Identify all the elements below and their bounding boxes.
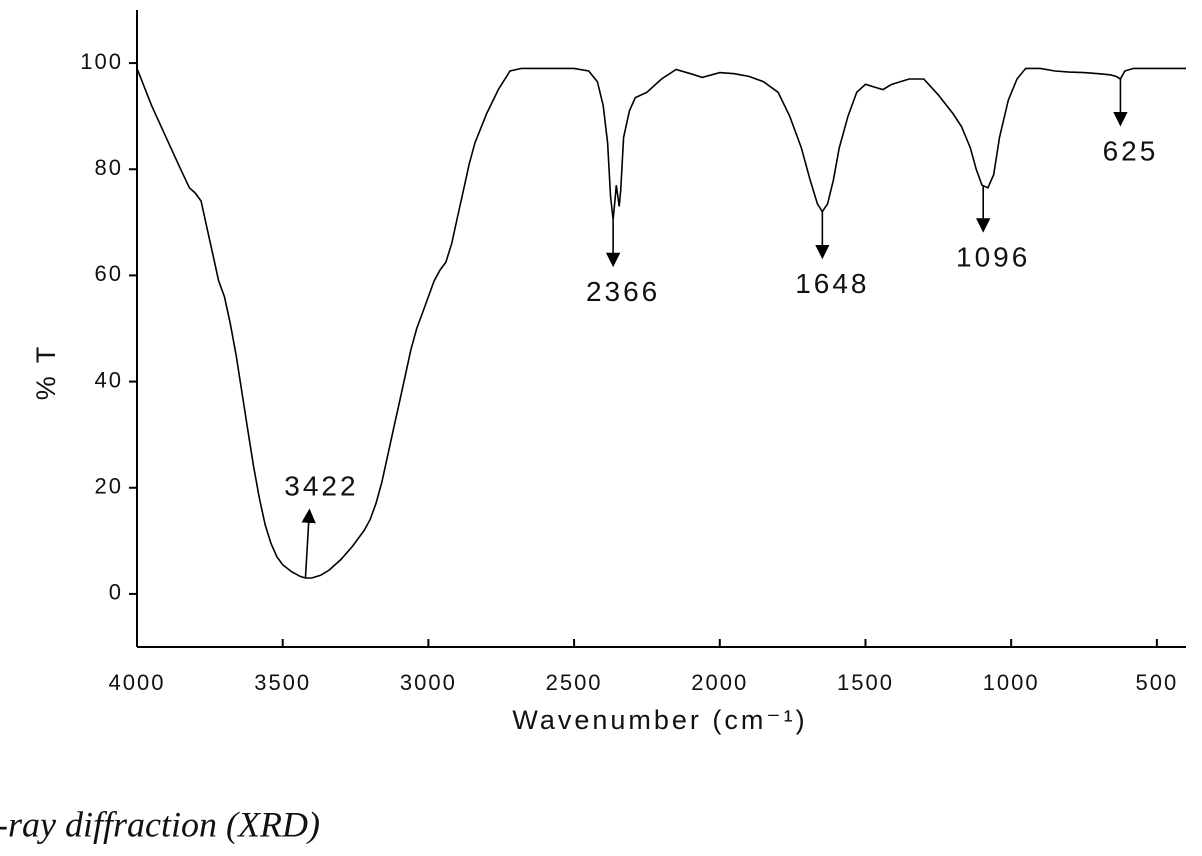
x-tick-label: 3500 bbox=[254, 670, 311, 695]
x-axis-label: Wavenumber (cm⁻¹) bbox=[512, 705, 807, 735]
y-tick-label: 60 bbox=[95, 261, 123, 286]
y-tick-label: 20 bbox=[95, 474, 123, 499]
y-tick-label: 80 bbox=[95, 155, 123, 180]
annotation-label: 1096 bbox=[956, 242, 1030, 273]
y-tick-label: 40 bbox=[95, 367, 123, 392]
annotation-label: 1648 bbox=[795, 268, 869, 299]
x-tick-label: 4000 bbox=[109, 670, 166, 695]
caption: -ray diffraction (XRD) bbox=[0, 804, 320, 844]
x-tick-label: 1000 bbox=[983, 670, 1040, 695]
y-tick-label: 100 bbox=[80, 49, 123, 74]
x-tick-label: 1500 bbox=[837, 670, 894, 695]
y-axis-label: % T bbox=[31, 344, 61, 401]
x-tick-label: 3000 bbox=[400, 670, 457, 695]
annotation-label: 2366 bbox=[586, 276, 660, 307]
annotation-arrow bbox=[301, 508, 316, 579]
annotation-label: 625 bbox=[1103, 135, 1159, 166]
x-tick-label: 2500 bbox=[546, 670, 603, 695]
x-tick-label: 2000 bbox=[691, 670, 748, 695]
x-tick-label: 500 bbox=[1136, 670, 1179, 695]
spectrum-line bbox=[136, 67, 1186, 579]
annotation-label: 3422 bbox=[284, 470, 358, 501]
y-tick-label: 0 bbox=[109, 580, 123, 605]
